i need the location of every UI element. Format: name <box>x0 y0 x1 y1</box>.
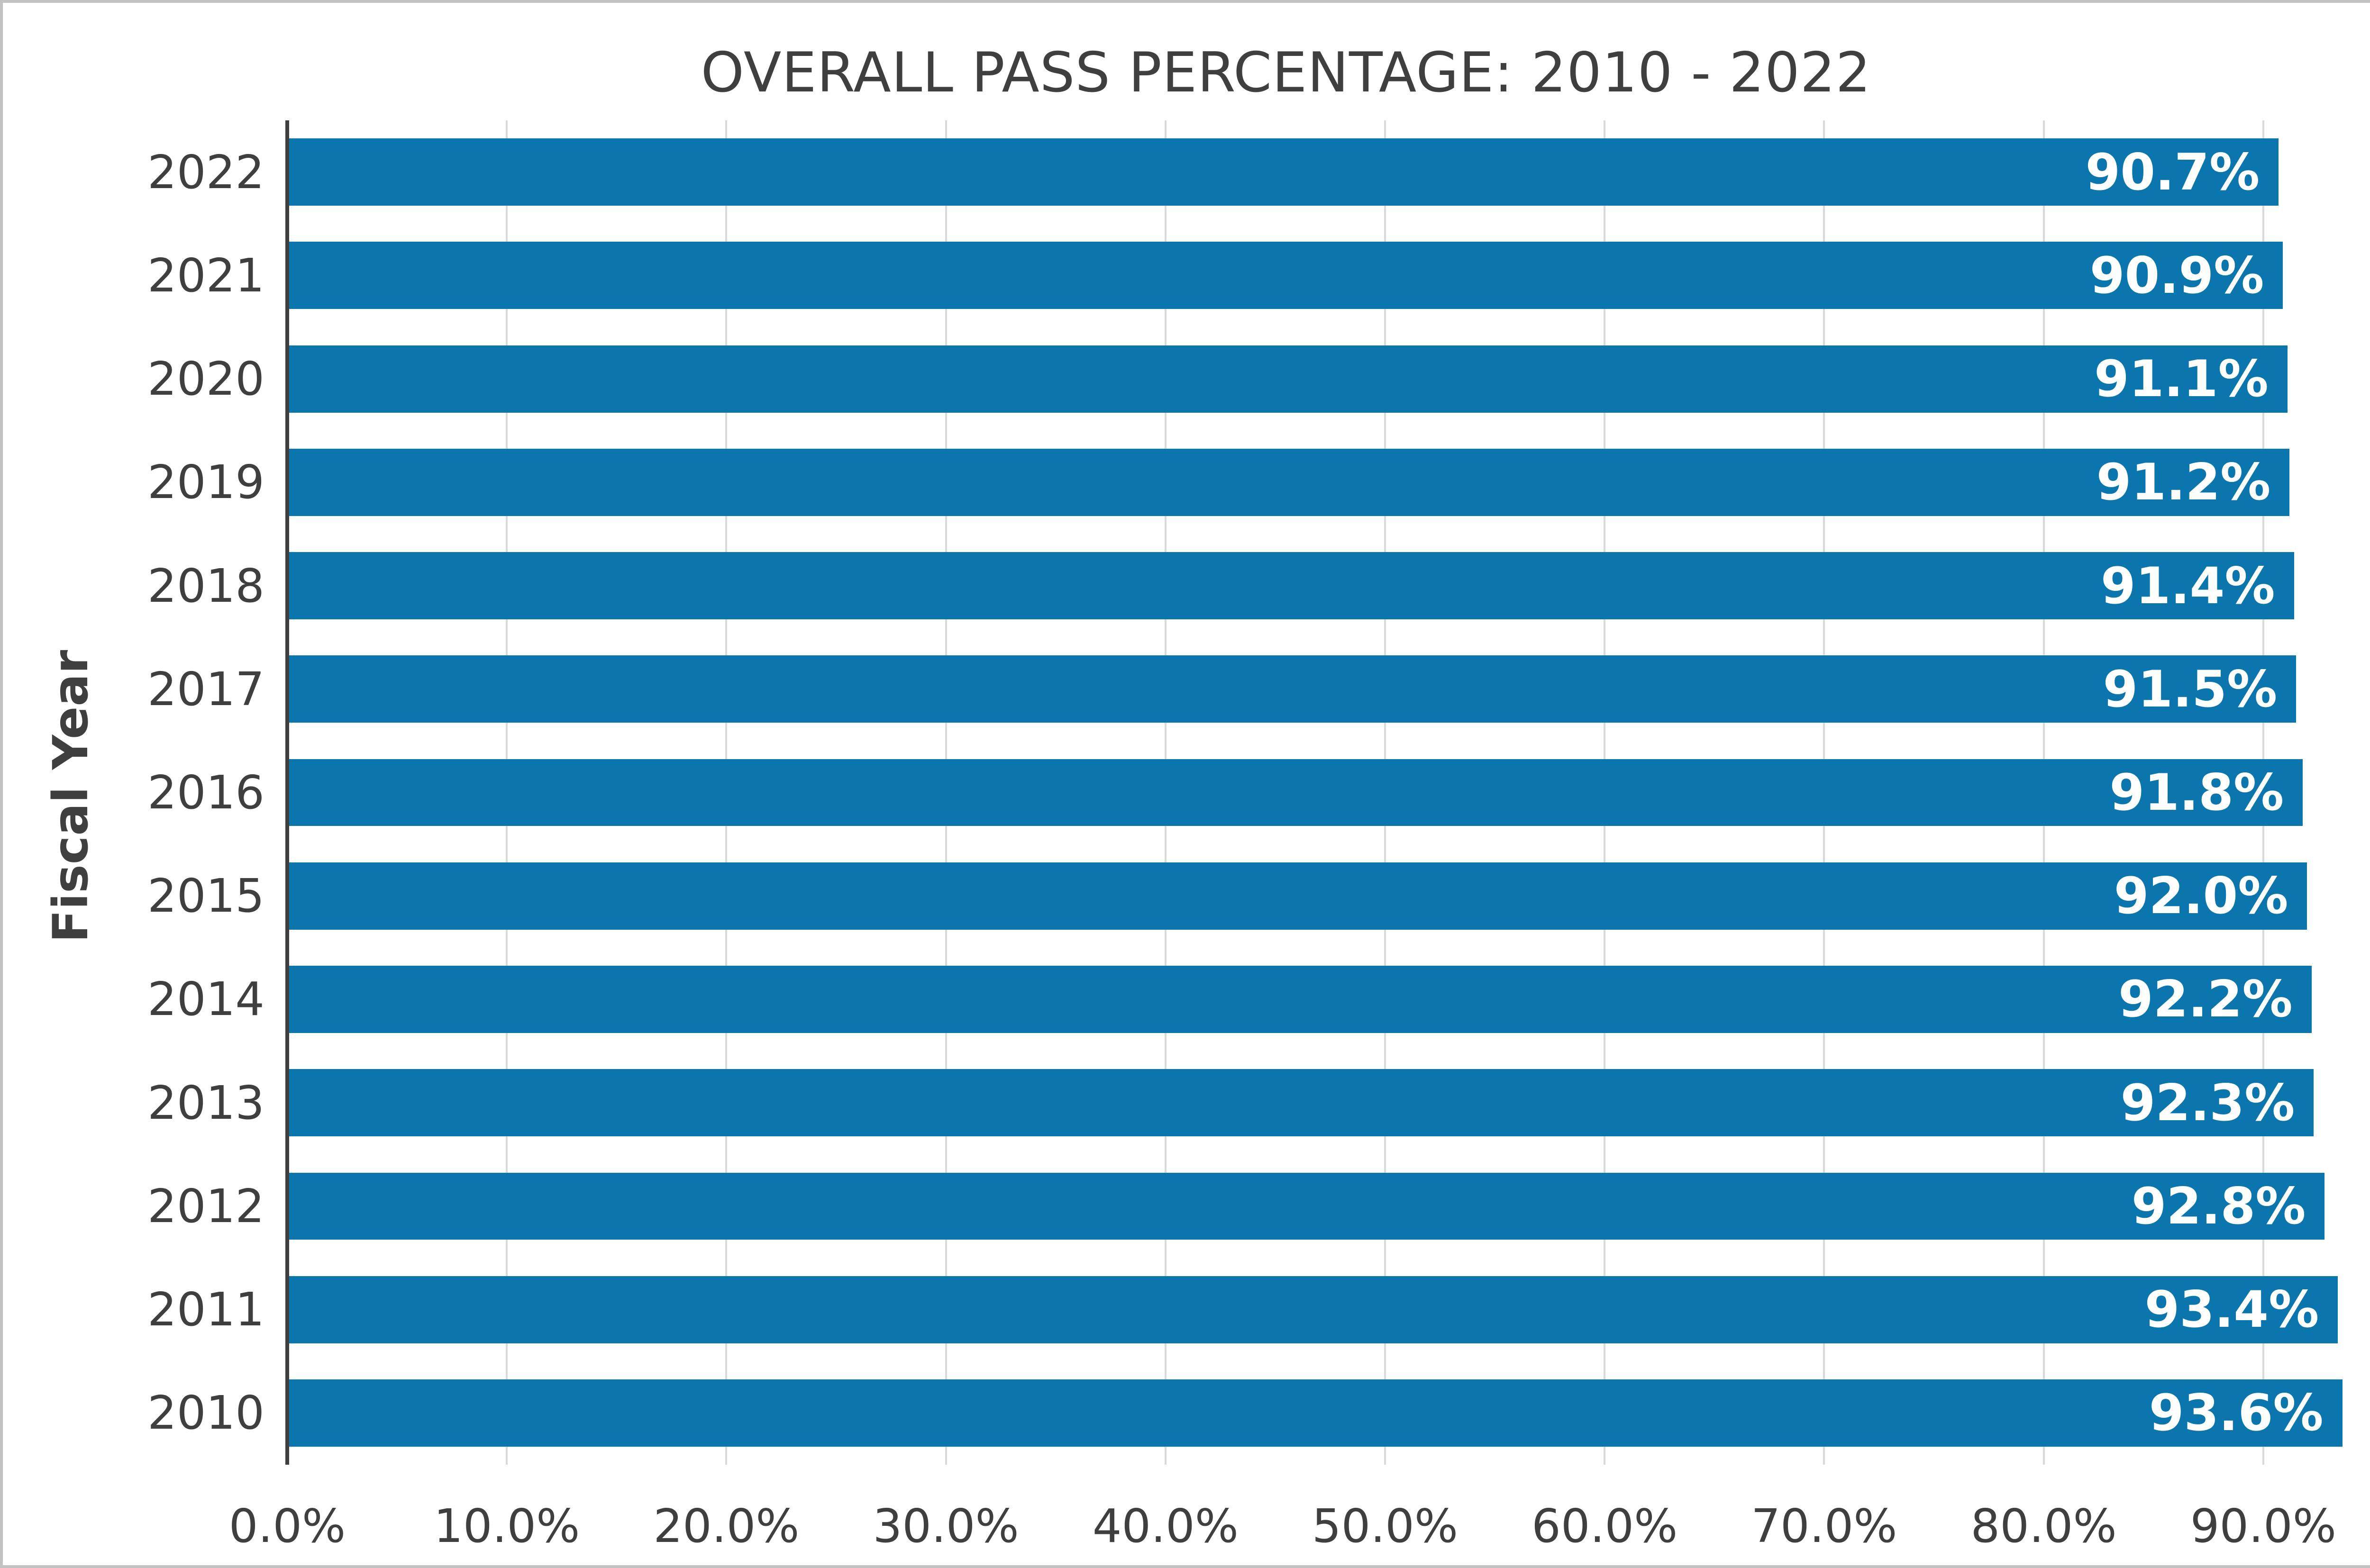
y-tick-label-2011: 2011 <box>147 1283 264 1337</box>
bar-row-2019: 91.2% <box>287 431 2370 534</box>
x-tick-label-90.0%: 90.0% <box>2190 1499 2336 1553</box>
y-tick-label-2012: 2012 <box>147 1179 264 1233</box>
bar-2018: 91.4% <box>287 552 2294 619</box>
x-tick-label-70.0%: 70.0% <box>1751 1499 1897 1553</box>
bar-2021: 90.9% <box>287 242 2283 309</box>
bars-container: 90.7% 90.9% 91.1% 91.2% 91.4% 91.5% 91.8% 92.0%… <box>287 120 2370 1465</box>
bar-row-2014: 92.2% <box>287 948 2370 1051</box>
bar-2012: 92.8% <box>287 1172 2325 1240</box>
x-tick-label-40.0%: 40.0% <box>1092 1499 1239 1553</box>
bar-row-2010: 93.6% <box>287 1361 2370 1465</box>
bar-row-2016: 91.8% <box>287 741 2370 844</box>
y-tick-label-2016: 2016 <box>147 766 264 820</box>
y-tick-label-2022: 2022 <box>147 145 264 199</box>
bar-row-2013: 92.3% <box>287 1051 2370 1154</box>
y-tick-label-2018: 2018 <box>147 559 264 613</box>
bar-row-2018: 91.4% <box>287 534 2370 637</box>
x-tick-label-80.0%: 80.0% <box>1970 1499 2117 1553</box>
bar-row-2020: 91.1% <box>287 327 2370 430</box>
chart-title: OVERALL PASS PERCENTAGE: 2010 - 2022 <box>701 41 1871 105</box>
y-tick-label-2019: 2019 <box>147 455 264 509</box>
y-tick-label-2010: 2010 <box>147 1386 264 1440</box>
bar-row-2011: 93.4% <box>287 1258 2370 1361</box>
bar-value-label: 93.4% <box>2144 1280 2319 1339</box>
y-tick-label-2020: 2020 <box>147 352 264 406</box>
bar-value-label: 93.6% <box>2149 1384 2324 1442</box>
bar-row-2017: 91.5% <box>287 637 2370 741</box>
bar-2015: 92.0% <box>287 862 2307 930</box>
bar-2011: 93.4% <box>287 1276 2338 1343</box>
bar-2010: 93.6% <box>287 1379 2343 1447</box>
y-axis-line <box>285 120 289 1465</box>
y-tick-label-2021: 2021 <box>147 248 264 302</box>
y-tick-label-2017: 2017 <box>147 662 264 716</box>
bar-value-label: 90.9% <box>2089 246 2264 305</box>
y-tick-label-2014: 2014 <box>147 972 264 1026</box>
y-axis-tick-labels: 2022 2021 2020 2019 2018 2017 2016 2015 2014 2013… <box>3 120 264 1465</box>
bar-value-label: 91.5% <box>2103 660 2278 718</box>
bar-2013: 92.3% <box>287 1069 2314 1137</box>
x-tick-label-30.0%: 30.0% <box>873 1499 1019 1553</box>
bar-value-label: 91.2% <box>2096 453 2271 512</box>
bar-row-2022: 90.7% <box>287 120 2370 224</box>
x-tick-label-10.0%: 10.0% <box>434 1499 580 1553</box>
bar-2016: 91.8% <box>287 759 2303 826</box>
plot-area: 90.7% 90.9% 91.1% 91.2% 91.4% 91.5% 91.8% 92.0%… <box>285 120 2370 1465</box>
bar-2017: 91.5% <box>287 655 2297 723</box>
bar-value-label: 92.2% <box>2118 970 2293 1029</box>
bar-row-2015: 92.0% <box>287 844 2370 948</box>
y-tick-label-2013: 2013 <box>147 1076 264 1130</box>
bar-value-label: 92.0% <box>2114 867 2288 925</box>
bar-row-2012: 92.8% <box>287 1154 2370 1258</box>
x-tick-label-60.0%: 60.0% <box>1531 1499 1678 1553</box>
bar-row-2021: 90.9% <box>287 224 2370 327</box>
bar-value-label: 92.8% <box>2131 1177 2306 1235</box>
bar-2022: 90.7% <box>287 138 2279 206</box>
bar-value-label: 91.1% <box>2094 350 2269 408</box>
bar-2014: 92.2% <box>287 966 2312 1033</box>
bar-value-label: 91.4% <box>2100 556 2275 615</box>
x-tick-label-50.0%: 50.0% <box>1312 1499 1458 1553</box>
x-tick-label-20.0%: 20.0% <box>653 1499 800 1553</box>
bar-value-label: 91.8% <box>2109 763 2284 822</box>
bar-2019: 91.2% <box>287 448 2290 516</box>
bar-value-label: 90.7% <box>2085 143 2260 201</box>
x-axis-tick-labels: 0.0% 10.0% 20.0% 30.0% 40.0% 50.0% 60.0% 70.0% 8… <box>3 1499 2370 1561</box>
bar-value-label: 92.3% <box>2120 1073 2295 1132</box>
x-tick-label-0.0%: 0.0% <box>228 1499 346 1553</box>
bar-2020: 91.1% <box>287 345 2288 413</box>
y-tick-label-2015: 2015 <box>147 869 264 923</box>
